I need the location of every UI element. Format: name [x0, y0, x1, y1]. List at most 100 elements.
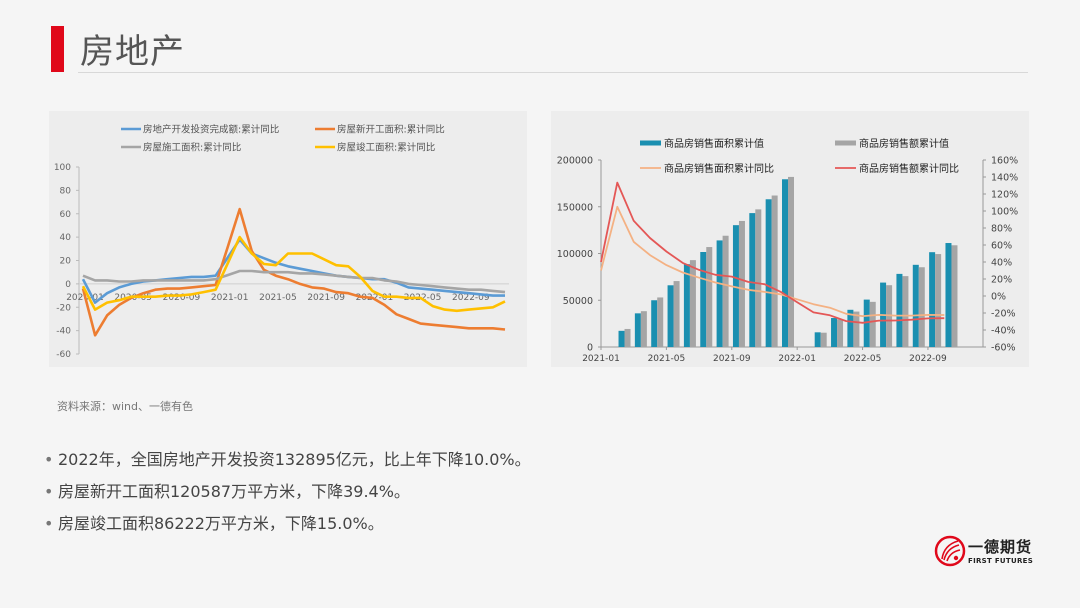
y-tick-label: 0	[65, 280, 71, 290]
y2-tick-label: 160%	[991, 156, 1018, 167]
y2-tick-label: 20%	[991, 275, 1012, 286]
y-tick-label: 100000	[557, 249, 593, 260]
title-accent-bar	[51, 26, 64, 72]
bar	[618, 330, 625, 347]
bullet-icon: •	[44, 514, 54, 533]
y-tick-label: 50000	[563, 296, 593, 307]
bar	[755, 209, 762, 347]
y2-tick-label: 40%	[991, 258, 1012, 269]
bar	[657, 297, 664, 347]
company-logo: 一德期货 FIRST FUTURES	[934, 535, 1044, 569]
bar	[732, 225, 739, 347]
y2-tick-label: -60%	[991, 343, 1016, 354]
bar	[683, 264, 690, 347]
y2-tick-label: 0%	[991, 292, 1006, 303]
summary-bullets: • 2022年，全国房地产开发投资132895亿元，比上年下降10.0%。 • 房屋…	[44, 447, 531, 543]
y-tick-label: -60	[56, 350, 71, 360]
title-divider	[78, 72, 1028, 73]
bar	[853, 311, 860, 347]
x-tick-label: 2020-09	[163, 293, 201, 303]
y-tick-label: 20	[60, 257, 72, 267]
logo-name-cn: 一德期货	[968, 538, 1033, 556]
y2-tick-label: 60%	[991, 241, 1012, 252]
x-tick-label: 2021-01	[211, 293, 249, 303]
construction-yoy-line-chart: 100 80 60 40 20 0 -20 -40 -60 2020-01 2020-05 2020-…	[49, 111, 527, 367]
x-tick-label: 2022-01	[778, 354, 816, 364]
x-tick-label: 2022-09	[452, 293, 490, 303]
legend-label: 房屋新开工面积:累计同比	[337, 124, 445, 136]
bar	[782, 179, 788, 347]
combo-chart-svg: 200000 150000 100000 50000 0 160% 140% 120% 100%…	[557, 137, 1018, 364]
bar	[667, 285, 674, 347]
x-tick-label: 2022-09	[909, 354, 947, 364]
bar	[634, 313, 641, 347]
bar	[640, 311, 647, 347]
bar	[869, 301, 876, 347]
bar	[673, 281, 680, 347]
bullet-item: • 2022年，全国房地产开发投资132895亿元，比上年下降10.0%。	[44, 447, 531, 479]
y2-tick-label: 80%	[991, 224, 1012, 235]
y-tick-label: -40	[56, 327, 71, 337]
series-line	[600, 181, 945, 324]
legend-label: 商品房销售面积累计同比	[664, 162, 774, 175]
bar	[951, 245, 958, 347]
legend-label: 房屋施工面积:累计同比	[143, 142, 241, 154]
legend-label: 房地产开发投资完成额:累计同比	[143, 124, 279, 136]
bar	[624, 328, 631, 347]
legend-label: 商品房销售面积累计值	[664, 137, 764, 150]
logo-name-en: FIRST FUTURES	[968, 557, 1034, 565]
y-tick-label: -20	[56, 303, 71, 313]
y-tick-label: 40	[60, 233, 72, 243]
bar	[918, 267, 925, 347]
bar	[716, 240, 723, 347]
x-tick-label: 2021-09	[713, 354, 751, 364]
y2-tick-label: 120%	[991, 190, 1018, 201]
bar	[749, 213, 756, 347]
x-tick-label: 2021-05	[648, 354, 686, 364]
bar	[912, 264, 919, 347]
bullet-item: • 房屋新开工面积120587万平方米，下降39.4%。	[44, 479, 531, 511]
y2-tick-label: 140%	[991, 173, 1018, 184]
bullet-icon: •	[44, 482, 54, 501]
legend-swatch	[640, 140, 661, 146]
bar	[935, 254, 942, 347]
y-tick-label: 100	[54, 163, 71, 173]
bar	[945, 243, 952, 347]
bar	[788, 176, 794, 347]
page-title: 房地产	[80, 32, 185, 72]
x-tick-label: 2021-09	[307, 293, 345, 303]
bar	[689, 260, 696, 347]
legend-label: 房屋竣工面积:累计同比	[337, 142, 435, 154]
housing-sales-combo-chart: 200000 150000 100000 50000 0 160% 140% 120% 100%…	[551, 111, 1029, 367]
y-tick-label: 60	[60, 210, 72, 220]
logo-emblem-icon	[934, 535, 966, 567]
y-tick-label: 80	[60, 186, 72, 196]
y-tick-label: 200000	[557, 156, 593, 167]
bar	[722, 235, 729, 347]
y2-tick-label: -20%	[991, 309, 1016, 320]
x-tick-label: 2021-05	[259, 293, 297, 303]
y-tick-label: 150000	[557, 202, 593, 213]
bar	[847, 309, 854, 347]
x-tick-label: 2022-05	[844, 354, 882, 364]
series-line	[600, 205, 945, 317]
bar	[863, 299, 870, 347]
series-line	[81, 235, 506, 313]
bar	[771, 195, 778, 347]
bullet-item: • 房屋竣工面积86222万平方米，下降15.0%。	[44, 511, 531, 543]
legend-swatch	[835, 140, 856, 146]
bar	[837, 319, 844, 347]
series-line	[82, 269, 506, 294]
bar	[814, 332, 821, 347]
bar	[929, 252, 936, 347]
bar	[765, 199, 772, 347]
bullet-icon: •	[44, 450, 54, 469]
series-line	[81, 207, 506, 337]
legend-label: 商品房销售额累计同比	[859, 162, 959, 175]
bar	[651, 300, 658, 347]
y2-tick-label: -40%	[991, 326, 1016, 337]
bar	[902, 276, 909, 347]
bar	[820, 332, 827, 347]
bar	[896, 273, 903, 347]
